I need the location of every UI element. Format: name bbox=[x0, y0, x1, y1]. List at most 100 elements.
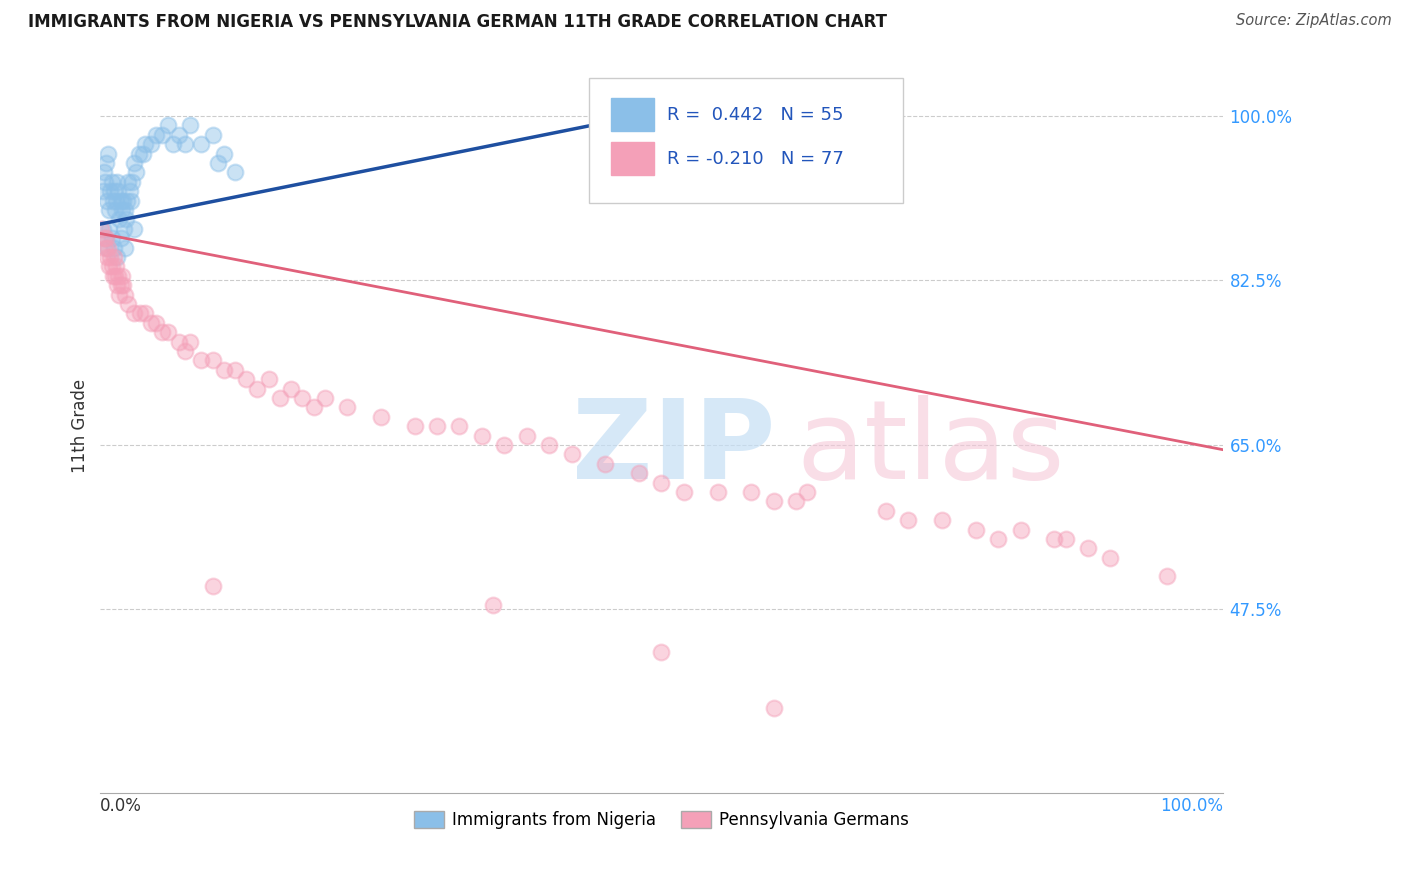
Point bbox=[471, 428, 494, 442]
Point bbox=[114, 202, 136, 217]
Point bbox=[115, 212, 138, 227]
Point bbox=[269, 391, 291, 405]
Point bbox=[100, 260, 122, 274]
Point bbox=[128, 306, 150, 320]
Legend: Immigrants from Nigeria, Pennsylvania Germans: Immigrants from Nigeria, Pennsylvania Ge… bbox=[408, 804, 915, 836]
Bar bbox=[612, 98, 654, 131]
Point bbox=[931, 513, 953, 527]
Point bbox=[628, 466, 651, 480]
Point bbox=[190, 353, 212, 368]
Point bbox=[105, 175, 128, 189]
Point bbox=[94, 231, 117, 245]
Point bbox=[122, 156, 145, 170]
Point bbox=[132, 146, 155, 161]
Text: 0.0%: 0.0% bbox=[100, 797, 142, 815]
Point bbox=[103, 184, 125, 198]
Point bbox=[114, 287, 136, 301]
Point bbox=[370, 409, 392, 424]
Point bbox=[167, 128, 190, 142]
Point bbox=[235, 372, 257, 386]
Point bbox=[105, 250, 128, 264]
Point bbox=[117, 194, 139, 208]
Point bbox=[96, 194, 118, 208]
Point bbox=[796, 484, 818, 499]
Point bbox=[91, 184, 114, 198]
Point bbox=[595, 457, 617, 471]
Point bbox=[280, 382, 302, 396]
Point bbox=[107, 268, 129, 283]
Point bbox=[134, 137, 156, 152]
Point bbox=[762, 494, 785, 508]
Point bbox=[118, 184, 141, 198]
Point bbox=[94, 156, 117, 170]
Point bbox=[111, 278, 134, 293]
Point bbox=[100, 175, 122, 189]
Point bbox=[96, 250, 118, 264]
Text: ZIP: ZIP bbox=[572, 394, 775, 501]
Point bbox=[257, 372, 280, 386]
Point bbox=[139, 316, 162, 330]
Point bbox=[482, 598, 505, 612]
Point bbox=[101, 268, 124, 283]
Point bbox=[1156, 569, 1178, 583]
Point bbox=[449, 419, 471, 434]
Y-axis label: 11th Grade: 11th Grade bbox=[72, 379, 89, 473]
Point bbox=[96, 241, 118, 255]
Point bbox=[650, 475, 672, 490]
Point bbox=[145, 316, 167, 330]
Point bbox=[561, 447, 583, 461]
Point bbox=[90, 221, 112, 235]
Point bbox=[672, 484, 695, 499]
Point bbox=[112, 221, 135, 235]
Point bbox=[785, 494, 807, 508]
Point bbox=[173, 343, 195, 358]
Point bbox=[650, 645, 672, 659]
Point bbox=[156, 119, 179, 133]
Point bbox=[122, 221, 145, 235]
Point bbox=[314, 391, 336, 405]
Text: 100.0%: 100.0% bbox=[1160, 797, 1223, 815]
Point bbox=[105, 260, 128, 274]
Point bbox=[162, 137, 184, 152]
Point bbox=[98, 221, 121, 235]
Point bbox=[97, 241, 120, 255]
Point bbox=[246, 382, 269, 396]
Point bbox=[125, 165, 148, 179]
Text: R = -0.210   N = 77: R = -0.210 N = 77 bbox=[666, 150, 844, 168]
Point bbox=[224, 165, 246, 179]
Point bbox=[108, 212, 131, 227]
Point bbox=[302, 401, 325, 415]
Point bbox=[145, 128, 167, 142]
Point bbox=[201, 128, 224, 142]
Point bbox=[121, 175, 143, 189]
Point bbox=[100, 250, 122, 264]
Point bbox=[167, 334, 190, 349]
Point bbox=[105, 278, 128, 293]
Point bbox=[875, 504, 897, 518]
Point bbox=[156, 325, 179, 339]
Point bbox=[122, 306, 145, 320]
Point bbox=[224, 363, 246, 377]
Point bbox=[117, 297, 139, 311]
Point bbox=[190, 137, 212, 152]
Point bbox=[965, 523, 987, 537]
Point bbox=[98, 260, 121, 274]
Point bbox=[128, 146, 150, 161]
Point bbox=[114, 241, 136, 255]
Point bbox=[104, 268, 127, 283]
Point bbox=[110, 278, 132, 293]
Text: R =  0.442   N = 55: R = 0.442 N = 55 bbox=[666, 105, 844, 124]
Point bbox=[108, 287, 131, 301]
Point bbox=[117, 175, 139, 189]
Point bbox=[762, 701, 785, 715]
Point bbox=[179, 334, 201, 349]
Point bbox=[100, 184, 122, 198]
Point bbox=[107, 184, 129, 198]
Point bbox=[516, 428, 538, 442]
Point bbox=[179, 119, 201, 133]
Point bbox=[706, 484, 728, 499]
Point bbox=[97, 146, 120, 161]
Point bbox=[111, 268, 134, 283]
Point bbox=[201, 579, 224, 593]
Point bbox=[100, 231, 122, 245]
